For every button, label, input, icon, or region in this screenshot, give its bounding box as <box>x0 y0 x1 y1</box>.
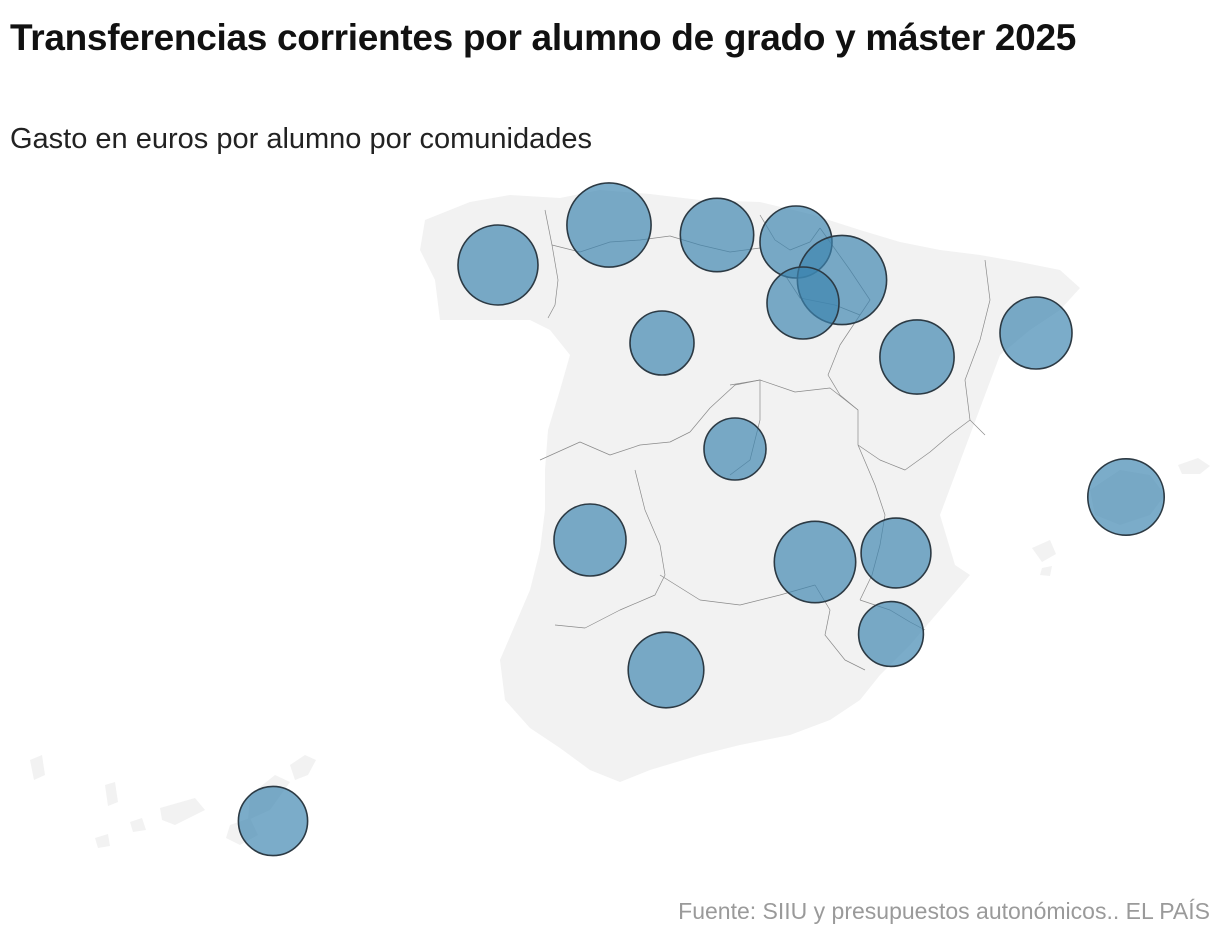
border-cyl-south <box>729 379 859 411</box>
bubble-madrid[interactable] <box>703 417 767 481</box>
lanzarote-land <box>290 755 316 780</box>
bubble-aragon[interactable] <box>879 319 955 395</box>
spain-map <box>30 182 1210 857</box>
bubble-layer <box>237 182 1166 857</box>
el-hierro-land <box>95 834 110 848</box>
source-note: Fuente: SIIU y presupuestos autonómicos.… <box>678 898 1210 924</box>
bubble-la-rioja[interactable] <box>766 266 840 340</box>
bubble-andalucia[interactable] <box>627 631 705 709</box>
border-galicia <box>544 209 559 319</box>
bubble-comunidad-valenciana[interactable] <box>860 517 932 589</box>
chart-title: Transferencias corrientes por alumno de … <box>10 17 1077 58</box>
bubble-galicia[interactable] <box>457 224 539 306</box>
bubble-cantabria[interactable] <box>679 197 755 273</box>
border-aragon-cataluna <box>964 259 991 436</box>
bubble-castilla-la-mancha[interactable] <box>773 520 857 604</box>
bubble-asturias[interactable] <box>566 182 652 268</box>
chart-subtitle: Gasto en euros por alumno por comunidade… <box>10 123 592 155</box>
bubble-cataluna[interactable] <box>999 296 1073 370</box>
bubble-extremadura[interactable] <box>553 503 627 577</box>
ibiza-land <box>1032 540 1056 562</box>
tenerife-land <box>160 798 205 825</box>
la-palma-land <box>105 782 118 806</box>
border-aragon-valencia <box>857 419 971 471</box>
bubble-canarias[interactable] <box>237 785 309 857</box>
border-cyl-clm <box>539 431 691 461</box>
bubble-murcia[interactable] <box>857 600 925 668</box>
bubble-baleares[interactable] <box>1087 457 1166 536</box>
border-extremadura <box>554 469 666 629</box>
menorca-land <box>1178 458 1210 474</box>
la-gomera-land <box>130 818 146 832</box>
alboran-land <box>30 755 45 780</box>
bubble-castilla-y-leon[interactable] <box>629 310 695 376</box>
border-cyl-aragon <box>827 314 861 445</box>
map-container <box>0 170 1220 870</box>
formentera-land <box>1040 566 1052 576</box>
